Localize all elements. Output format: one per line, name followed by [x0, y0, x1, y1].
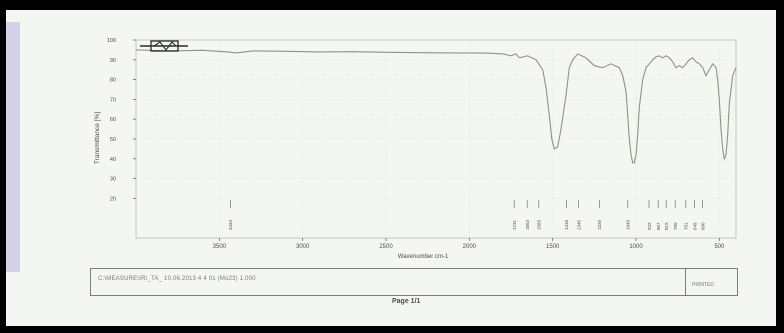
page-edge-tint	[6, 22, 20, 272]
y-tick-label: 20	[110, 196, 116, 202]
x-tick-label: 3500	[213, 244, 227, 250]
footer-divider	[685, 268, 686, 296]
peak-label: 819	[664, 222, 669, 230]
y-tick-label: 80	[110, 78, 116, 84]
x-tick-label: 500	[714, 244, 725, 250]
peak-label: 600	[700, 222, 705, 230]
spectrum-line	[135, 49, 737, 164]
peak-label: 1583	[537, 219, 542, 230]
x-tick-label: 1500	[546, 244, 560, 250]
peak-label: 1418	[564, 219, 569, 230]
y-tick-label: 60	[110, 117, 116, 123]
footer-info-box	[90, 268, 738, 296]
grid-layer	[136, 39, 736, 238]
peak-label: 1049	[626, 219, 631, 230]
x-tick-label: 3000	[296, 244, 310, 250]
y-tick-label: 30	[110, 177, 116, 183]
x-tick-label: 2000	[463, 244, 477, 250]
series-layer	[135, 49, 737, 164]
y-axis-label: Transmittance [%]	[94, 112, 101, 164]
peak-label: 867	[656, 222, 661, 230]
y-tick-label: 100	[107, 38, 116, 44]
legend-marker-box	[150, 40, 179, 52]
printed-spectrum-page	[6, 10, 776, 326]
x-tick-label: 1000	[629, 244, 643, 250]
peak-label: 922	[647, 222, 652, 230]
legend	[140, 40, 188, 52]
peak-label-layer: 3434 1731 1653 1583 1418 1345 1220 1049 922 867 81…	[228, 200, 705, 230]
x-axis-label: Wavenumber cm-1	[398, 254, 449, 260]
peak-label: 1731	[512, 219, 517, 230]
y-tick-label: 90	[110, 58, 116, 64]
peak-label: 1345	[576, 219, 581, 230]
peak-label: 3434	[228, 219, 233, 230]
y-tick-label: 50	[110, 137, 116, 143]
peak-label: 701	[684, 222, 689, 230]
peak-label: 649	[692, 222, 697, 230]
x-tick-label: 2500	[379, 244, 393, 250]
y-tick-label: 70	[110, 97, 116, 103]
peak-label: 1653	[525, 219, 530, 230]
peak-label: 1220	[597, 219, 602, 230]
legend-marker-glyph	[153, 41, 177, 51]
axis-layer: 3500 3000 2500 2000 1500 1000 500 100 90 80 70 60 50…	[107, 38, 725, 250]
y-tick-label: 40	[110, 157, 116, 163]
page-number-label: Page 1/1	[392, 298, 421, 305]
peak-label: 765	[673, 222, 678, 230]
footer-right-text: PRINTED	[692, 282, 714, 288]
footer-info-text: C:\MEASURE\IR\_TA_ 10.06.2013 4 4 01 (Mo…	[98, 276, 256, 282]
